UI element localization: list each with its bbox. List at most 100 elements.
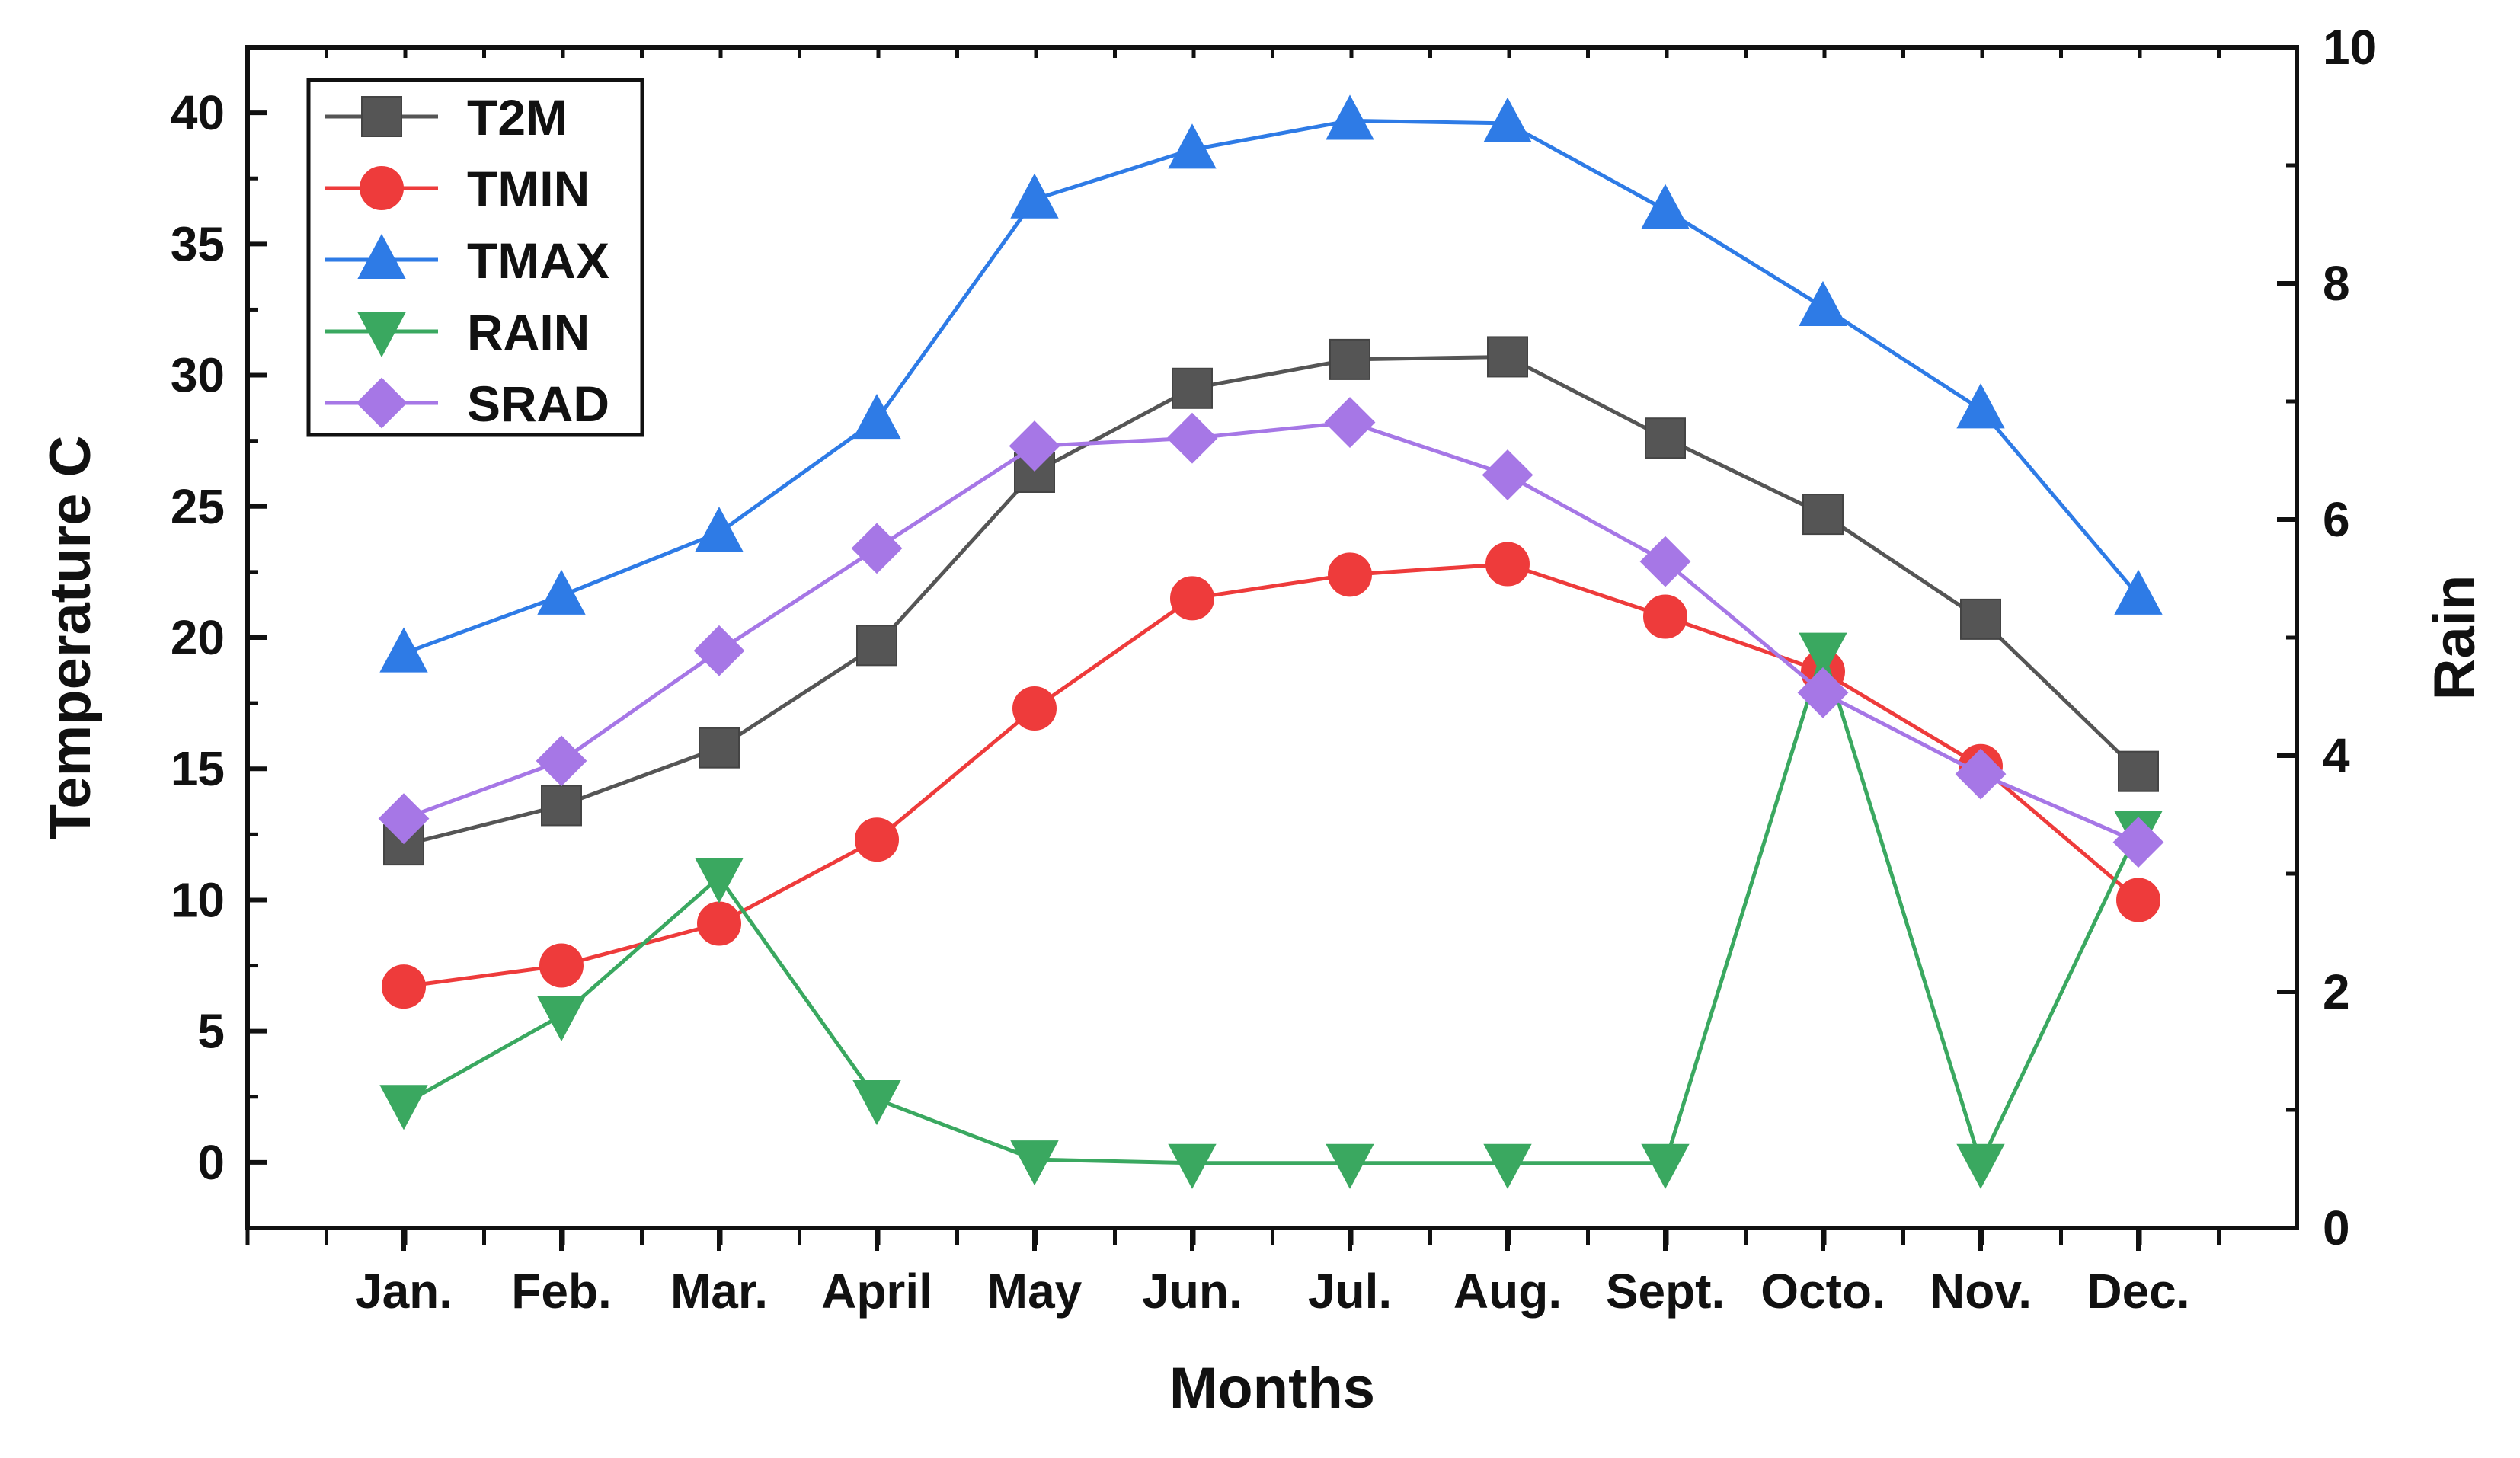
y-tick-label: 25 (171, 479, 225, 534)
y2-tick-label: 10 (2323, 20, 2377, 75)
point-tmin (1485, 542, 1530, 587)
point-tmax (695, 507, 744, 552)
x-tick-label: Feb. (511, 1264, 612, 1319)
point-tmin (855, 817, 899, 862)
x-tick-label: Dec. (2087, 1264, 2189, 1319)
point-srad (2112, 817, 2164, 868)
point-t2m (699, 727, 740, 769)
y-tick-label: 35 (171, 216, 225, 271)
point-rain (1168, 1143, 1217, 1189)
y-tick-label: 0 (197, 1135, 225, 1190)
point-srad (1639, 536, 1691, 587)
y-tick-label: 15 (171, 741, 225, 796)
point-srad (378, 793, 430, 845)
series-line-rain (402, 650, 2141, 1165)
point-t2m (1487, 336, 1528, 378)
point-t2m (1645, 417, 1686, 459)
series-line-tmax (403, 118, 2140, 656)
axes-layer: 0 5 10 15 20 25 30 35 40 0 2 4 6 8 10 Jan. Feb. Mar. April… (171, 20, 2377, 1319)
point-tmax (1641, 184, 1690, 229)
point-tmax (1010, 173, 1059, 219)
x-tick-label: Sept. (1606, 1264, 1725, 1319)
point-rain (852, 1080, 901, 1126)
point-tmax (1326, 94, 1374, 140)
legend-label-tmax: TMAX (467, 232, 609, 289)
point-t2m (2118, 750, 2159, 792)
point-tmax (852, 393, 901, 440)
point-tmax (1168, 123, 1217, 169)
x-tick-label: Jul. (1308, 1264, 1392, 1319)
series-line-tmin (403, 562, 2140, 989)
point-t2m (1329, 338, 1370, 380)
point-tmax (537, 569, 586, 615)
point-tmin (697, 901, 741, 946)
x-axis-title: Months (1169, 1356, 1375, 1421)
point-tmin (1328, 552, 1372, 597)
legend: T2M TMIN TMAX RAIN SRAD (306, 78, 644, 437)
legend-marker-t2m (361, 96, 402, 137)
legend-marker-tmin (360, 166, 404, 210)
point-srad (1009, 420, 1060, 472)
legend-label-rain: RAIN (467, 304, 590, 360)
y-tick-label: 30 (171, 348, 225, 403)
y2-tick-label: 8 (2323, 256, 2350, 311)
legend-box (306, 78, 644, 437)
point-srad (1955, 748, 2007, 800)
x-tick-label: Aug. (1453, 1264, 1562, 1319)
series-line-srad (403, 420, 2139, 844)
legend-label-srad: SRAD (467, 376, 609, 432)
point-t2m (1014, 452, 1055, 493)
series-tmax (379, 94, 2163, 673)
point-srad (1324, 397, 1376, 448)
point-rain (1956, 1143, 2005, 1189)
point-rain (1010, 1140, 1059, 1186)
series-line-t2m (403, 354, 2140, 847)
series-rain (379, 632, 2163, 1189)
y2-axis-title: Rain (2422, 575, 2487, 701)
point-tmin (539, 943, 584, 988)
point-tmax (1956, 383, 2005, 429)
y2-tick-label: 6 (2323, 492, 2350, 547)
point-srad (536, 735, 587, 787)
point-srad (693, 625, 745, 676)
point-tmin (1170, 576, 1214, 621)
point-tmin (1012, 686, 1057, 731)
series-layer (378, 94, 2164, 1189)
x-tick-label: Jun. (1142, 1264, 1242, 1319)
point-srad (1797, 667, 1849, 718)
y-tick-label: 10 (171, 872, 225, 927)
series-srad (378, 397, 2164, 868)
legend-marker-tmax (357, 233, 406, 279)
point-tmax (379, 627, 428, 673)
point-srad (851, 523, 903, 574)
point-tmax (1483, 97, 1532, 142)
x-tick-label: Jan. (355, 1264, 453, 1319)
x-tick-label: Nov. (1930, 1264, 2032, 1319)
x-tick-label: April (821, 1264, 932, 1319)
point-tmin (2116, 878, 2160, 922)
point-t2m (541, 785, 582, 827)
y2-tick-label: 2 (2323, 964, 2350, 1019)
point-srad (1482, 449, 1533, 500)
legend-marker-srad (356, 377, 408, 429)
point-rain (537, 996, 586, 1042)
y2-tick-label: 0 (2323, 1201, 2350, 1255)
point-tmax (1799, 280, 1847, 326)
point-tmax (2114, 569, 2163, 615)
y-axis-title: Temperature C (38, 436, 103, 840)
point-rain (379, 1085, 428, 1130)
y-tick-label: 5 (197, 1004, 225, 1059)
point-rain (1483, 1143, 1532, 1189)
legend-marker-rain (357, 312, 406, 358)
point-srad (1166, 412, 1218, 464)
point-rain (1641, 1143, 1690, 1189)
point-tmin (382, 964, 426, 1009)
point-rain (1326, 1143, 1374, 1189)
point-tmin (1643, 594, 1687, 639)
point-t2m (1802, 494, 1844, 536)
y2-tick-label: 4 (2323, 728, 2350, 783)
point-rain (695, 858, 744, 903)
y-tick-label: 20 (171, 610, 225, 665)
y-tick-label: 40 (171, 85, 225, 140)
